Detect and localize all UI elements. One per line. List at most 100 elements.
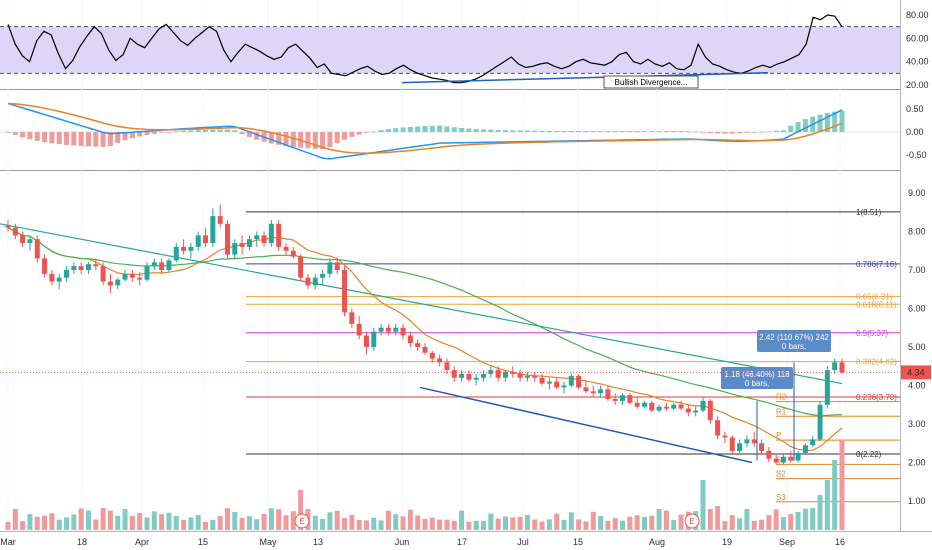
macd-histogram-bar	[663, 131, 669, 132]
macd-histogram-bar	[371, 131, 377, 133]
macd-histogram-bar	[290, 132, 296, 147]
volume-bar	[759, 519, 765, 530]
candle-body	[129, 273, 135, 278]
volume-bar	[283, 515, 289, 530]
macd-histogram-bar	[473, 128, 479, 132]
volume-bar	[444, 519, 450, 530]
candle-body	[693, 410, 699, 413]
macd-histogram-bar	[437, 125, 443, 132]
volume-bar	[415, 515, 421, 530]
candle-body	[444, 362, 450, 371]
macd-histogram-bar	[795, 122, 801, 132]
volume-bar	[780, 517, 786, 530]
candle-body	[407, 335, 413, 344]
price-axis-label: 4.00	[908, 381, 926, 391]
time-axis-label: Sep	[779, 537, 795, 547]
volume-bar	[561, 519, 567, 530]
macd-histogram-bar	[268, 132, 274, 144]
candle-body	[42, 258, 48, 274]
macd-histogram-bar	[612, 131, 618, 132]
volume-bar	[312, 515, 318, 530]
rsi-band	[0, 26, 900, 74]
candle-body	[524, 375, 530, 378]
macd-histogram-bar	[378, 130, 384, 132]
candle-body	[276, 223, 282, 247]
earnings-marker-icon[interactable]	[684, 513, 700, 529]
macd-histogram-bar	[451, 127, 457, 132]
volume-bar	[166, 512, 172, 530]
macd-histogram-bar	[539, 130, 545, 132]
macd-histogram-bar	[195, 130, 201, 132]
candle-body	[56, 277, 62, 282]
volume-bar	[539, 521, 545, 530]
volume-bar	[700, 480, 706, 530]
price-axis-label: 1.00	[908, 496, 926, 506]
macd-histogram-bar	[466, 128, 472, 132]
macd-histogram-bar	[671, 131, 677, 132]
volume-bar	[773, 509, 779, 530]
macd-histogram-bar	[320, 132, 326, 150]
candle-body	[488, 370, 494, 374]
macd-histogram-bar	[100, 132, 106, 147]
candle-body	[685, 408, 691, 413]
candle-body	[27, 239, 33, 244]
candle-body	[415, 343, 421, 347]
earnings-marker-icon[interactable]	[294, 513, 310, 529]
macd-histogram-bar	[832, 111, 838, 132]
candle-body	[85, 264, 91, 270]
candle-body	[71, 266, 77, 270]
volume-bar	[832, 460, 838, 530]
candle-body	[224, 223, 230, 255]
candle-body	[590, 391, 596, 394]
macd-histogram-bar	[568, 130, 574, 132]
fib-level-label: 0.786(7.16)	[856, 260, 897, 269]
macd-signal-line	[7, 102, 843, 154]
volume-bar	[488, 513, 494, 530]
macd-histogram-bar	[129, 132, 135, 139]
candle-body	[766, 450, 772, 459]
macd-histogram-bar	[20, 132, 26, 138]
candle-body	[188, 246, 194, 251]
volume-bar	[5, 522, 11, 530]
volume-bar	[224, 508, 230, 530]
macd-histogram-bar	[64, 132, 70, 145]
candle-body	[649, 402, 655, 411]
volume-bar	[737, 518, 743, 530]
candle-body	[561, 385, 567, 388]
volume-bar	[93, 519, 99, 530]
volume-bar	[378, 520, 384, 530]
macd-histogram-bar	[239, 132, 245, 135]
macd-histogram-bar	[93, 132, 99, 147]
candle-body	[107, 281, 113, 286]
candle-body	[320, 273, 326, 278]
volume-bar	[532, 519, 538, 530]
macd-histogram-bar	[678, 131, 684, 132]
volume-bar	[656, 509, 662, 530]
pivot-label: R1	[776, 407, 787, 416]
candle-body	[773, 458, 779, 463]
volume-bar	[466, 521, 472, 530]
time-axis-label: 17	[457, 537, 467, 547]
macd-histogram-bar	[49, 132, 55, 144]
volume-bar	[612, 518, 618, 530]
candle-body	[700, 400, 706, 411]
candle-body	[459, 373, 465, 378]
volume-bar	[290, 511, 296, 530]
volume-bar	[246, 516, 252, 530]
macd-histogram-bar	[312, 132, 318, 149]
candle-body	[729, 437, 735, 451]
volume-bar	[517, 516, 523, 530]
volume-bar	[671, 520, 677, 530]
candle-body	[583, 387, 589, 392]
volume-bar	[641, 516, 647, 530]
volume-bar	[598, 515, 604, 530]
measure-box-label: 2.42 (110.67%) 242	[759, 333, 829, 342]
volume-bar	[71, 514, 77, 530]
earnings-marker-label: E	[689, 517, 694, 526]
candle-body	[261, 235, 267, 244]
fib-level-label: 0.618(6.11)	[856, 300, 897, 309]
macd-histogram-bar	[700, 132, 706, 133]
candle-body	[532, 375, 538, 378]
macd-histogram-bar	[715, 132, 721, 134]
